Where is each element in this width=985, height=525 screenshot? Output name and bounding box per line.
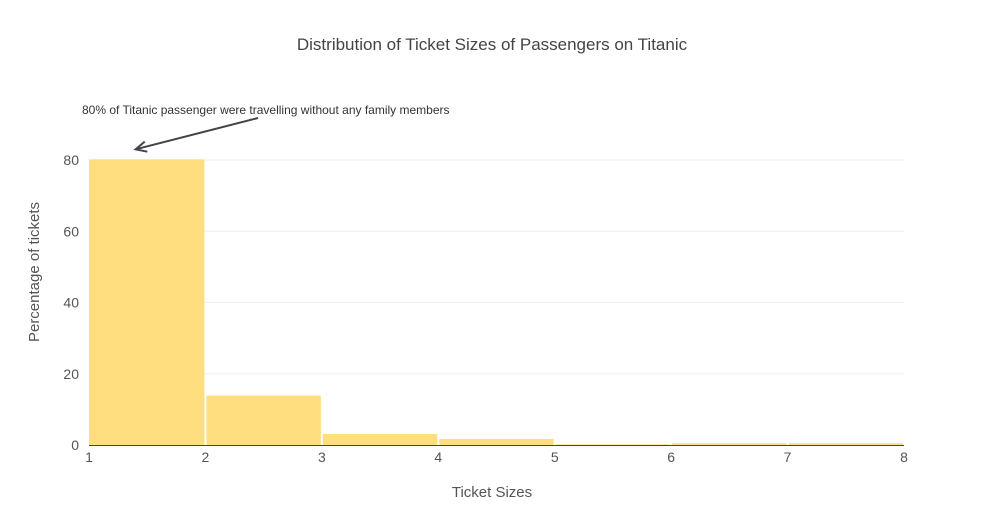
- y-tick-label-60: 60: [63, 223, 79, 239]
- x-tick-label-7: 7: [784, 449, 792, 465]
- x-axis-title: Ticket Sizes: [452, 484, 532, 501]
- annotation-text: 80% of Titanic passenger were travelling…: [82, 103, 450, 117]
- bar-4-5: [439, 438, 554, 445]
- bar-1-2: [89, 159, 205, 445]
- bar-7-8: [788, 443, 903, 445]
- chart-title: Distribution of Ticket Sizes of Passenge…: [297, 35, 688, 54]
- bar-2-3: [206, 395, 321, 445]
- y-axis-ticks: 0 20 40 60 80: [63, 152, 79, 453]
- y-axis-title: Percentage of tickets: [26, 202, 43, 342]
- bar-6-7: [672, 443, 787, 445]
- x-tick-label-8: 8: [900, 449, 908, 465]
- bars: [89, 159, 903, 445]
- x-tick-label-1: 1: [85, 449, 93, 465]
- y-tick-label-20: 20: [63, 366, 79, 382]
- x-tick-label-5: 5: [551, 449, 559, 465]
- y-tick-label-40: 40: [63, 295, 79, 311]
- x-tick-label-3: 3: [318, 449, 326, 465]
- x-tick-label-2: 2: [202, 449, 210, 465]
- bar-3-4: [322, 433, 438, 445]
- x-axis-ticks: 1 2 3 4 5 6 7 8: [85, 449, 908, 465]
- annotation-arrowhead: [133, 140, 148, 153]
- x-tick-label-6: 6: [667, 449, 675, 465]
- x-tick-label-4: 4: [434, 449, 442, 465]
- bar-5-6: [555, 444, 671, 445]
- y-tick-label-80: 80: [63, 152, 79, 168]
- grid-lines: [89, 159, 904, 375]
- annotation-arrow: [135, 117, 259, 151]
- y-tick-label-0: 0: [71, 437, 79, 453]
- annotation: 80% of Titanic passenger were travelling…: [82, 103, 450, 153]
